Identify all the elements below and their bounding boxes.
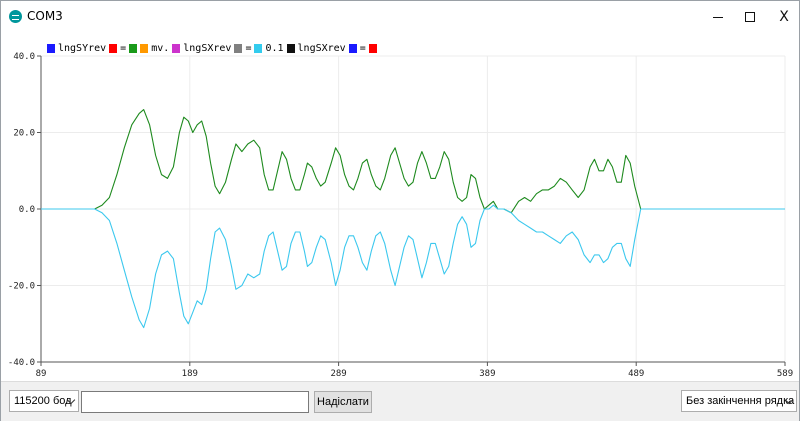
legend: lngSYrev = mv. lngSXrev = 0.1 lngSXrev = bbox=[47, 42, 379, 54]
x-tick-label: 189 bbox=[182, 369, 198, 379]
x-tick-label: 289 bbox=[330, 369, 346, 379]
x-tick-label: 89 bbox=[36, 369, 47, 379]
baud-rate-value: 115200 бод bbox=[14, 395, 72, 407]
legend-swatch bbox=[172, 43, 181, 53]
legend-swatch bbox=[109, 43, 118, 53]
send-input[interactable] bbox=[81, 391, 309, 413]
y-tick-label: 0.0 bbox=[19, 205, 35, 215]
arduino-icon bbox=[9, 10, 22, 23]
bottom-toolbar: 115200 бод Надіслати Без закінчення рядк… bbox=[1, 381, 799, 421]
close-icon: X bbox=[779, 9, 789, 25]
legend-label: lngSXrev bbox=[297, 42, 346, 54]
legend-swatch bbox=[234, 43, 243, 53]
x-tick-label: 489 bbox=[628, 369, 644, 379]
maximize-icon bbox=[745, 12, 755, 22]
legend-swatch bbox=[348, 43, 357, 53]
baud-rate-select[interactable]: 115200 бод bbox=[9, 390, 79, 412]
legend-swatch bbox=[140, 43, 149, 53]
x-tick-label: 389 bbox=[479, 369, 495, 379]
x-tick-label: 589 bbox=[777, 369, 793, 379]
close-button[interactable]: X bbox=[767, 1, 800, 33]
plot-chart: 40.0 20.0 0.0 -20.0 -40.089 189 289 389 489 589 bbox=[8, 52, 793, 379]
legend-label: = bbox=[359, 42, 366, 54]
legend-label: lngSXrev bbox=[183, 42, 232, 54]
legend-swatch bbox=[254, 43, 263, 53]
window-title: COM3 bbox=[27, 9, 63, 23]
minimize-button[interactable] bbox=[701, 1, 735, 33]
y-tick-label: -40.0 bbox=[8, 358, 35, 368]
legend-label: mv. bbox=[151, 42, 170, 54]
minimize-icon bbox=[713, 16, 723, 18]
y-tick-label: 20.0 bbox=[13, 129, 35, 139]
y-tick-label: -20.0 bbox=[8, 282, 35, 292]
maximize-button[interactable] bbox=[733, 1, 767, 33]
plot-area: 40.0 20.0 0.0 -20.0 -40.0 89 189 289 389 489 589 l… bbox=[1, 34, 799, 381]
legend-swatch bbox=[129, 43, 138, 53]
line-ending-value: Без закінчення рядка bbox=[686, 395, 795, 407]
legend-label: lngSYrev bbox=[58, 42, 107, 54]
legend-swatch bbox=[368, 43, 377, 53]
title-bar: COM3 X bbox=[1, 1, 799, 33]
legend-label: = bbox=[120, 42, 127, 54]
send-button[interactable]: Надіслати bbox=[314, 391, 372, 413]
series-line-2 bbox=[41, 204, 785, 329]
y-tick-label: 40.0 bbox=[13, 52, 35, 62]
legend-label: = bbox=[245, 42, 252, 54]
legend-swatch bbox=[286, 43, 295, 53]
legend-label: 0.1 bbox=[265, 42, 284, 54]
line-ending-select[interactable]: Без закінчення рядка bbox=[681, 390, 797, 412]
series-line-1 bbox=[41, 109, 785, 214]
legend-swatch bbox=[47, 43, 55, 53]
